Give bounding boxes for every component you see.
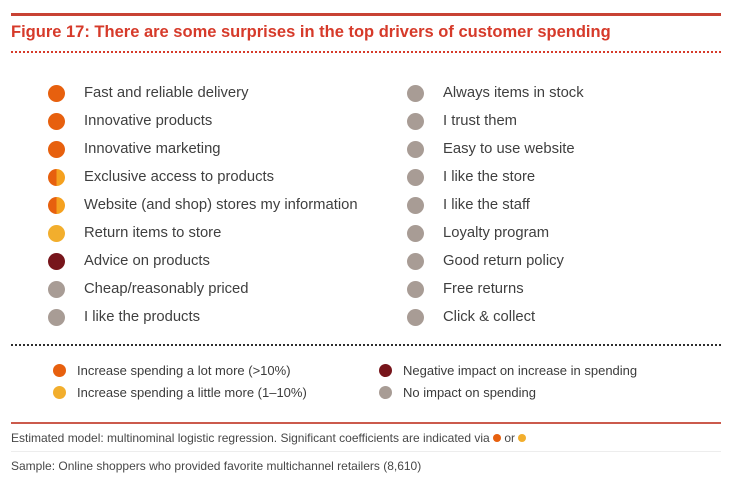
- driver-item: Click & collect: [407, 303, 721, 331]
- orange-yellow-dot-icon: [48, 168, 65, 186]
- drivers-column-right: Always items in stock I trust them Easy to…: [371, 79, 721, 331]
- maroon-dot-icon: [48, 252, 65, 270]
- driver-item-label: Exclusive access to products: [84, 168, 274, 185]
- driver-item-label: Advice on products: [84, 252, 210, 269]
- driver-item-label: Innovative products: [84, 112, 213, 129]
- legend-item-label: No impact on spending: [403, 384, 536, 400]
- driver-item-label: Click & collect: [443, 308, 536, 325]
- orange-dot-icon: [48, 84, 65, 102]
- legend-item: No impact on spending: [379, 381, 721, 403]
- gray-dot-icon: [48, 308, 65, 326]
- estimated-model-note: Estimated model: multinominal logistic r…: [11, 424, 721, 452]
- orange-dot-icon: [48, 140, 65, 158]
- legend-item: Negative impact on increase in spending: [379, 359, 721, 381]
- driver-item: I like the staff: [407, 191, 721, 219]
- driver-item: Innovative marketing: [48, 135, 371, 163]
- driver-item: Free returns: [407, 275, 721, 303]
- yellow-dot-icon: [53, 385, 66, 399]
- driver-item: I trust them: [407, 107, 721, 135]
- maroon-dot-icon: [379, 363, 392, 377]
- driver-item-label: Good return policy: [443, 252, 564, 269]
- orange-dot-icon: [53, 363, 66, 377]
- footnotes: Estimated model: multinominal logistic r…: [11, 422, 721, 479]
- driver-item-label: I like the staff: [443, 196, 530, 213]
- gray-dot-icon: [407, 308, 424, 326]
- driver-item-label: I trust them: [443, 112, 518, 129]
- driver-item-label: I like the store: [443, 168, 536, 185]
- driver-item: Exclusive access to products: [48, 163, 371, 191]
- legend-item: Increase spending a lot more (>10%): [53, 359, 379, 381]
- driver-item: Website (and shop) stores my information: [48, 191, 371, 219]
- gray-dot-icon: [379, 385, 392, 399]
- driver-item-label: Always items in stock: [443, 84, 584, 101]
- sample-text: Sample: Online shoppers who provided fav…: [11, 459, 422, 473]
- legend-item: Increase spending a little more (1–10%): [53, 381, 379, 403]
- gray-dot-icon: [48, 280, 65, 298]
- legend-separator: [11, 344, 721, 346]
- legend-column-left: Increase spending a lot more (>10%) Incre…: [53, 359, 379, 403]
- significant-orange-dot-icon: [493, 434, 502, 442]
- gray-dot-icon: [407, 84, 424, 102]
- legend-column-right: Negative impact on increase in spending N…: [379, 359, 721, 403]
- legend-item-label: Increase spending a little more (1–10%): [77, 384, 307, 400]
- driver-item: Loyalty program: [407, 219, 721, 247]
- driver-item-label: Return items to store: [84, 224, 222, 241]
- driver-item-label: Website (and shop) stores my information: [84, 196, 358, 213]
- driver-item-label: Innovative marketing: [84, 140, 221, 157]
- gray-dot-icon: [407, 224, 424, 242]
- driver-item-label: Free returns: [443, 280, 524, 297]
- driver-item: I like the products: [48, 303, 371, 331]
- driver-item: Cheap/reasonably priced: [48, 275, 371, 303]
- driver-item: Return items to store: [48, 219, 371, 247]
- figure-title-block: Figure 17: There are some surprises in t…: [11, 13, 721, 53]
- gray-dot-icon: [407, 168, 424, 186]
- orange-dot-icon: [48, 112, 65, 130]
- driver-item-label: Cheap/reasonably priced: [84, 280, 249, 297]
- figure-title: Figure 17: There are some surprises in t…: [11, 23, 611, 41]
- drivers-list: Fast and reliable delivery Innovative pro…: [11, 79, 721, 331]
- significant-yellow-dot-icon: [518, 434, 527, 442]
- driver-item: Good return policy: [407, 247, 721, 275]
- legend: Increase spending a lot more (>10%) Incre…: [11, 359, 721, 403]
- driver-item: Innovative products: [48, 107, 371, 135]
- driver-item: Fast and reliable delivery: [48, 79, 371, 107]
- driver-item: I like the store: [407, 163, 721, 191]
- drivers-column-left: Fast and reliable delivery Innovative pro…: [11, 79, 371, 331]
- driver-item-label: I like the products: [84, 308, 200, 325]
- gray-dot-icon: [407, 280, 424, 298]
- gray-dot-icon: [407, 112, 424, 130]
- estimated-model-text: Estimated model: multinominal logistic r…: [11, 431, 490, 445]
- driver-item-label: Fast and reliable delivery: [84, 84, 249, 101]
- legend-item-label: Negative impact on increase in spending: [403, 362, 638, 378]
- orange-yellow-dot-icon: [48, 196, 65, 214]
- driver-item: Easy to use website: [407, 135, 721, 163]
- gray-dot-icon: [407, 252, 424, 270]
- driver-item-label: Loyalty program: [443, 224, 550, 241]
- or-text: or: [504, 431, 516, 445]
- gray-dot-icon: [407, 196, 424, 214]
- sample-note: Sample: Online shoppers who provided fav…: [11, 452, 721, 479]
- gray-dot-icon: [407, 140, 424, 158]
- yellow-dot-icon: [48, 224, 65, 242]
- driver-item: Always items in stock: [407, 79, 721, 107]
- driver-item: Advice on products: [48, 247, 371, 275]
- legend-item-label: Increase spending a lot more (>10%): [77, 362, 291, 378]
- driver-item-label: Easy to use website: [443, 140, 575, 157]
